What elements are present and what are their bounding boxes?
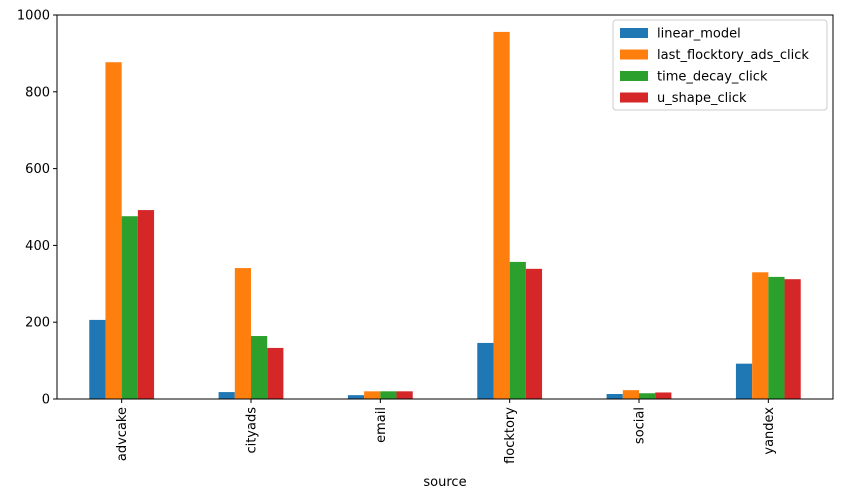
legend-swatch-linear_model (620, 28, 648, 38)
legend-swatch-last_flocktory_ads_click (620, 49, 648, 60)
y-tick-label: 600 (25, 162, 50, 177)
bar-u_shape_click-email (396, 391, 413, 399)
bar-linear_model-social (606, 394, 623, 399)
bar-time_decay_click-cityads (251, 336, 268, 399)
bar-linear_model-advcake (89, 319, 106, 399)
legend-label-last_flocktory_ads_click: last_flocktory_ads_click (657, 48, 809, 63)
x-tick-label-social: social (633, 407, 648, 444)
y-tick-label: 1000 (17, 9, 50, 24)
legend-swatch-u_shape_click (620, 92, 648, 103)
legend-label-time_decay_click: time_decay_click (657, 70, 768, 85)
y-axis: 0 200 400 600 800 1000 (17, 9, 57, 408)
legend: linear_model last_flocktory_ads_clicktime… (612, 19, 828, 111)
bar-last_flocktory_ads_click-email (364, 391, 381, 399)
y-tick-label: 800 (25, 85, 50, 100)
x-axis: advcake cityads email flocktory social yandex (115, 399, 777, 464)
bar-linear_model-cityads (218, 392, 235, 399)
x-axis-label: source (423, 475, 466, 490)
bar-time_decay_click-flocktory (509, 261, 526, 399)
bar-u_shape_click-cityads (267, 347, 284, 399)
bar-u_shape_click-advcake (137, 210, 155, 399)
y-tick-label: 400 (25, 239, 50, 254)
bar-last_flocktory_ads_click-social (622, 390, 639, 399)
bar-linear_model-email (347, 395, 365, 399)
bar-last_flocktory_ads_click-flocktory (493, 31, 510, 400)
legend-label-u_shape_click: u_shape_click (657, 91, 747, 106)
bar-u_shape_click-yandex (784, 279, 801, 399)
plot-frame (56, 14, 834, 400)
legend-box (612, 19, 828, 111)
bar-time_decay_click-email (380, 391, 397, 399)
x-tick-label-advcake: advcake (115, 407, 130, 461)
y-tick-label: 200 (25, 316, 50, 331)
bars-layer (89, 31, 801, 400)
bar-last_flocktory_ads_click-advcake (105, 62, 122, 399)
bar-linear_model-flocktory (477, 342, 494, 399)
bar-time_decay_click-social (639, 393, 656, 399)
bar-u_shape_click-social (655, 392, 672, 399)
y-tick-label: 0 (42, 393, 50, 408)
legend-label-linear_model: linear_model (657, 27, 741, 42)
x-tick-label-flocktory: flocktory (503, 407, 518, 464)
bar-last_flocktory_ads_click-cityads (234, 268, 251, 399)
x-tick-label-cityads: cityads (245, 407, 260, 454)
x-tick-label-yandex: yandex (762, 407, 777, 455)
bar-linear_model-yandex (735, 363, 753, 399)
x-tick-label-email: email (374, 407, 389, 443)
bar-time_decay_click-advcake (121, 216, 138, 399)
legend-swatch-time_decay_click (620, 71, 648, 81)
bar-time_decay_click-yandex (768, 276, 785, 399)
bar-last_flocktory_ads_click-yandex (752, 272, 769, 399)
bar-u_shape_click-flocktory (525, 268, 543, 399)
